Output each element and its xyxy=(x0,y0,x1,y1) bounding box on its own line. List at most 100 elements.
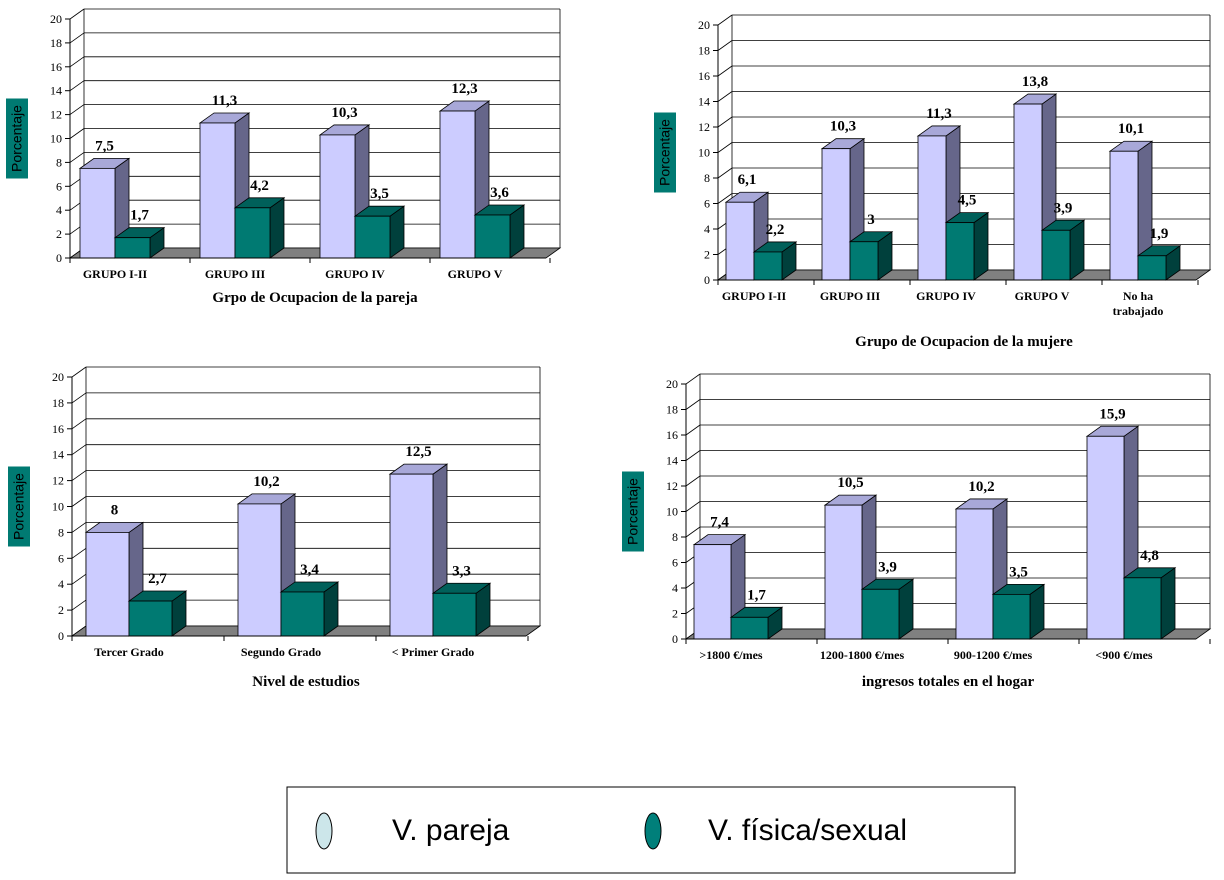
y-tick-label: 4 xyxy=(672,581,678,595)
y-axis-label-text: Porcentaje xyxy=(11,473,27,540)
gridline-diagonal xyxy=(717,40,733,51)
bar-front xyxy=(693,544,732,640)
bar-pareja-0 xyxy=(84,521,145,637)
data-label: 3,9 xyxy=(878,559,897,575)
x-tick-label: GRUPO IV xyxy=(325,267,385,281)
bar-fisica-1 xyxy=(279,581,340,637)
bar-front xyxy=(1041,229,1071,281)
bar-front xyxy=(849,241,879,281)
y-tick-label: 18 xyxy=(50,36,62,50)
x-tick-labels: GRUPO I-II GRUPO III GRUPO IV GRUPO V No ha t… xyxy=(717,280,1199,318)
y-tick-label: 0 xyxy=(58,629,64,643)
y-tick-label: 18 xyxy=(52,396,64,410)
gridline-diagonal xyxy=(71,496,87,507)
gridline-diagonal xyxy=(717,65,733,77)
bar-front xyxy=(128,600,173,637)
y-tick-label: 8 xyxy=(704,171,710,185)
y-tick-label: 6 xyxy=(672,556,678,570)
y-tick-label: 14 xyxy=(666,454,678,468)
bar-front xyxy=(234,207,271,259)
y-tick-label: 10 xyxy=(52,500,64,514)
bar-fisica-0 xyxy=(729,606,784,640)
gridline-diagonal xyxy=(685,475,701,487)
gridline-diagonal xyxy=(69,32,85,44)
gridline-diagonal xyxy=(717,14,733,26)
y-tick-label: 20 xyxy=(666,377,678,391)
bar-fisica-1 xyxy=(848,230,894,281)
bars xyxy=(724,93,1182,281)
data-label: 4,5 xyxy=(958,193,977,209)
y-tick-labels: 0 2 4 6 8 10 12 14 16 18 20 xyxy=(666,377,686,646)
data-label: 3,9 xyxy=(1054,200,1073,216)
gridline-diagonal xyxy=(71,444,87,456)
data-label: 10,3 xyxy=(830,119,856,135)
chart-1: 0 2 4 6 8 10 12 14 16 18 20 Porcentaje 7,5 1,7 11,3 4,2… xyxy=(6,8,562,306)
y-tick-label: 18 xyxy=(666,403,678,417)
y-tick-labels: 0 2 4 6 8 10 12 14 16 18 20 xyxy=(50,12,70,265)
x-tick-label: GRUPO III xyxy=(205,267,266,281)
gridline-diagonal xyxy=(69,56,85,68)
x-tick-labels: Tercer Grado Segundo Grado < Primer Grado xyxy=(71,636,529,659)
x-tick-label: GRUPO V xyxy=(1015,289,1070,303)
bar-front xyxy=(1109,150,1139,281)
bar-fisica-0 xyxy=(127,590,188,637)
bar-fisica-3 xyxy=(473,204,526,259)
x-tick-label: 1200-1800 €/mes xyxy=(820,648,905,662)
y-tick-label: 12 xyxy=(52,474,64,488)
y-tick-label: 0 xyxy=(672,632,678,646)
y-tick-label: 20 xyxy=(698,18,710,32)
y-tick-label: 4 xyxy=(58,577,64,591)
gridline-diagonal xyxy=(717,116,733,128)
data-label: 10,1 xyxy=(1118,121,1144,137)
bar-pareja-1 xyxy=(236,493,297,637)
gridline-diagonal xyxy=(69,80,85,92)
gridline-diagonal xyxy=(71,366,87,378)
bar-pareja-3 xyxy=(1085,425,1140,640)
y-tick-label: 10 xyxy=(698,146,710,160)
data-label: 4,2 xyxy=(250,178,269,194)
bar-pareja-0 xyxy=(78,157,131,259)
legend: V. pareja V. física/sexual xyxy=(286,786,1016,874)
bar-front xyxy=(432,592,477,637)
data-labels: 6,1 2,2 10,3 3 11,3 4,5 13,8 3,9 10,1 1,9 xyxy=(738,74,1169,242)
x-tick-label: 900-1200 €/mes xyxy=(954,648,1033,662)
x-axis-label: Grupo de Ocupacion de la mujere xyxy=(855,334,1073,350)
data-label: 1,9 xyxy=(1150,226,1169,242)
bar-fisica-2 xyxy=(431,582,492,637)
bar-side xyxy=(269,197,285,259)
data-label: 11,3 xyxy=(926,106,951,122)
gridline-diagonal xyxy=(685,399,701,410)
gridline-diagonal xyxy=(69,104,85,115)
gridline-diagonal xyxy=(685,450,701,461)
bar-front xyxy=(753,251,783,281)
x-axis-label: Grpo de Ocupacion de la pareja xyxy=(212,290,418,306)
y-tick-label: 16 xyxy=(52,422,64,436)
y-tick-labels: 0 2 4 6 8 10 12 14 16 18 20 xyxy=(698,18,718,287)
x-tick-label: GRUPO I-II xyxy=(83,267,148,281)
y-axis-label: Porcentaje xyxy=(654,112,676,193)
legend-label: V. física/sexual xyxy=(708,814,907,847)
x-tick-label: >1800 €/mes xyxy=(699,648,762,662)
gridline-diagonal xyxy=(71,547,87,559)
data-label: 10,2 xyxy=(253,474,279,490)
y-axis-label: Porcentaje xyxy=(622,471,644,552)
bars xyxy=(692,425,1177,640)
bar-fisica-3 xyxy=(1040,219,1086,281)
legend-swatch xyxy=(644,812,662,850)
bars xyxy=(78,100,526,259)
y-tick-label: 10 xyxy=(50,132,62,146)
gridline-diagonal xyxy=(69,152,85,163)
y-tick-label: 8 xyxy=(56,155,62,169)
data-label: 12,3 xyxy=(451,81,477,97)
y-tick-label: 20 xyxy=(52,370,64,384)
data-label: 10,2 xyxy=(968,479,994,495)
bar-fisica-2 xyxy=(353,205,406,259)
y-tick-label: 6 xyxy=(56,179,62,193)
data-label: 7,5 xyxy=(95,138,114,154)
bar-fisica-2 xyxy=(944,211,990,281)
bar-fisica-0 xyxy=(752,241,798,281)
data-label: 13,8 xyxy=(1022,74,1048,90)
bar-front xyxy=(730,616,769,640)
x-tick-labels: >1800 €/mes 1200-1800 €/mes 900-1200 €/mes… xyxy=(685,639,1211,662)
gridline-diagonal xyxy=(71,522,87,533)
